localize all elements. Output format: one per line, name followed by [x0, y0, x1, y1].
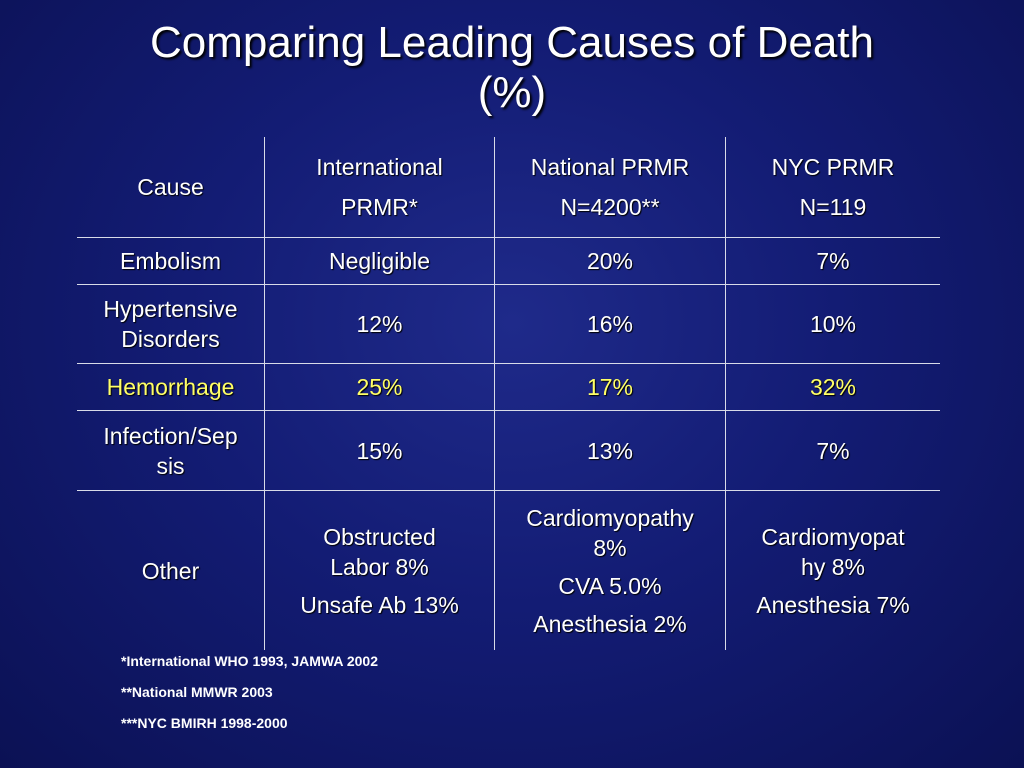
- table-divider: [77, 410, 940, 411]
- cell-infection-international: 15%: [356, 437, 403, 464]
- header-national: National PRMR N=4200**: [530, 154, 690, 220]
- cell-other-international: Obstructed Labor 8% Unsafe Ab 13%: [300, 523, 459, 618]
- cell-other-national: Cardiomyopathy 8% CVA 5.0% Anesthesia 2%: [526, 504, 694, 637]
- cell-infection-cause: Infection/Sep sis: [103, 422, 238, 479]
- header-cause: Cause: [137, 174, 204, 200]
- slide-title-line1: Comparing Leading Causes of Death: [149, 18, 874, 67]
- table-divider: [77, 363, 940, 364]
- table-divider: [77, 237, 940, 238]
- cell-embolism-cause: Embolism: [120, 248, 221, 274]
- footnote-international: *International WHO 1993, JAMWA 2002: [121, 653, 378, 669]
- cell-other-cause: Other: [141, 557, 200, 584]
- table-divider: [264, 137, 265, 650]
- cell-hemorrhage-nyc: 32%: [809, 374, 857, 400]
- cell-hypertensive-national: 16%: [586, 311, 634, 337]
- cell-embolism-national: 20%: [586, 248, 634, 274]
- table-divider: [494, 137, 495, 650]
- footnote-national: **National MMWR 2003: [121, 684, 273, 700]
- cell-embolism-nyc: 7%: [816, 248, 850, 274]
- cell-hypertensive-nyc: 10%: [809, 311, 857, 337]
- cell-hemorrhage-cause: Hemorrhage: [106, 374, 235, 400]
- slide-title: Comparing Leading Causes of Death (%): [0, 18, 1024, 118]
- slide-title-line2: (%): [477, 68, 547, 117]
- cell-infection-national: 13%: [586, 437, 634, 464]
- cell-hypertensive-international: 12%: [356, 311, 403, 337]
- cell-other-nyc: Cardiomyopat hy 8% Anesthesia 7%: [756, 523, 910, 618]
- footnote-nyc: ***NYC BMIRH 1998-2000: [121, 715, 288, 731]
- cell-hypertensive-cause: Hypertensive Disorders: [103, 296, 238, 352]
- header-nyc: NYC PRMR N=119: [771, 154, 895, 220]
- table-divider: [725, 137, 726, 650]
- table-divider: [77, 490, 940, 491]
- cell-embolism-international: Negligible: [328, 248, 430, 274]
- cell-hemorrhage-international: 25%: [356, 374, 403, 400]
- header-international: International PRMR*: [316, 154, 443, 220]
- footnotes: *International WHO 1993, JAMWA 2002 **Na…: [121, 646, 378, 739]
- table-divider: [77, 284, 940, 285]
- cell-hemorrhage-national: 17%: [586, 374, 634, 400]
- cell-infection-nyc: 7%: [816, 437, 850, 464]
